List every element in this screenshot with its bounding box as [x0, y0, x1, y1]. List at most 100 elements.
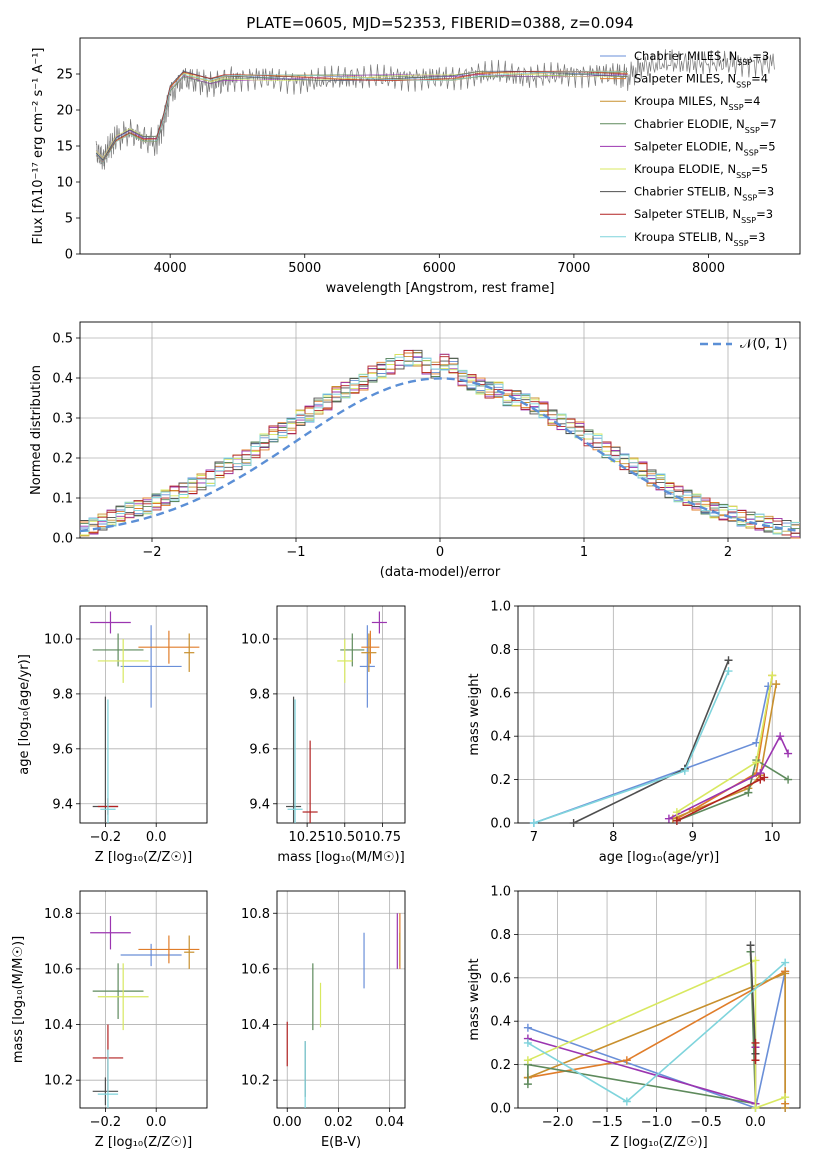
y-tick-label: 10.4 [241, 1018, 270, 1033]
weight-marker [523, 1023, 532, 1032]
x-tick-label: 8000 [692, 261, 725, 276]
x-tick-label: −1.5 [591, 1115, 623, 1130]
weight-marker [751, 956, 760, 965]
y-tick-label: 9.4 [52, 797, 73, 812]
x-tick-label: −0.5 [690, 1115, 722, 1130]
y-tick-label: 10 [56, 176, 73, 191]
x-tick-label: 4000 [154, 261, 187, 276]
weight-marker [724, 656, 733, 665]
weight-line [672, 683, 777, 820]
x-tick-label: 0.0 [745, 1115, 766, 1130]
y-tick-label: 10.4 [44, 1018, 73, 1033]
legend-label: Kroupa MILES, NSSP=4 [634, 94, 760, 112]
y-tick-label: 0 [65, 248, 73, 263]
legend-label: 𝒩(0, 1) [740, 337, 787, 352]
points [286, 913, 401, 1108]
y-tick-label: 0.2 [490, 773, 511, 788]
y-tick-label: 0.8 [490, 643, 511, 658]
weight-marker [746, 941, 755, 950]
observed-spectrum [95, 49, 775, 170]
x-axis-label: (data-model)/error [380, 565, 501, 580]
y-tick-label: 10.6 [241, 962, 270, 977]
weight-line [749, 945, 757, 1054]
x-axis-label: wavelength [Angstrom, rest frame] [326, 281, 555, 296]
weight-marker [724, 667, 733, 676]
y-axis-label: Flux [fλ10⁻¹⁷ erg cm⁻² s⁻¹ A⁻¹] [31, 48, 46, 245]
y-tick-label: 0.2 [490, 1058, 511, 1073]
x-tick-label: 1 [580, 545, 588, 560]
model-spectrum [95, 73, 628, 159]
panel-age_vs_mass: 10.25 10.50 10.75 9.4 9.6 9.8 10.0 mass [log₁₀(… [241, 605, 406, 865]
residual-histogram [80, 349, 800, 536]
legend-label: Chabrier ELODIE, NSSP=7 [634, 117, 777, 135]
plot-frame [517, 890, 801, 1109]
weight-line [527, 959, 786, 1110]
y-tick-label: 10.6 [44, 962, 73, 977]
plot-frame [79, 605, 208, 824]
x-tick-label: −2.0 [542, 1115, 574, 1130]
x-tick-label: 9 [689, 830, 697, 845]
plot-frame [276, 890, 406, 1109]
model-spectrum [95, 71, 628, 161]
weight-line [668, 734, 789, 820]
y-axis-label: Normed distribution [29, 365, 44, 495]
y-tick-label: 0.6 [490, 971, 511, 986]
weight-marker [776, 732, 785, 741]
x-tick-label: −0.2 [90, 830, 122, 845]
plot-frame [79, 321, 801, 539]
weight-marker [664, 814, 673, 823]
residual-histograms [79, 349, 801, 539]
weight-marker [752, 758, 761, 767]
weight-marker [772, 680, 781, 689]
weight-marker [781, 969, 790, 978]
y-axis-label: mass [log₁₀(M/M☉)] [11, 936, 26, 1063]
figure-title: PLATE=0605, MJD=52353, FIBERID=0388, z=0… [246, 14, 633, 32]
panel-mass_weight_vs_Z: −2.0 −1.5 −1.0 −0.5 0.0 0.0 0.2 0.4 0.6 0.8 1.0 Z [… [467, 885, 801, 1150]
plot-frame [276, 605, 406, 824]
y-tick-label: 15 [56, 140, 73, 155]
legend-label: Chabrier MILES, NSSP=3 [634, 49, 769, 67]
points [90, 916, 200, 1108]
x-tick-label: 10.75 [364, 830, 401, 845]
y-tick-label: 0.1 [52, 492, 73, 507]
y-tick-label: 0.4 [490, 730, 511, 745]
y-axis-label: mass weight [467, 673, 482, 755]
weight-marker [680, 766, 689, 775]
x-tick-label: 8 [609, 830, 617, 845]
x-tick-label: 7 [530, 830, 538, 845]
weight-marker [622, 1097, 631, 1106]
legend-label: Chabrier STELIB, NSSP=3 [634, 185, 774, 203]
weight-marker [529, 819, 538, 827]
y-tick-label: 0.8 [490, 928, 511, 943]
weight-series [523, 941, 790, 1112]
x-tick-label: 0.0 [146, 1115, 167, 1130]
y-tick-label: 9.8 [249, 687, 270, 702]
y-tick-label: 9.6 [52, 742, 73, 757]
weight-line [527, 951, 757, 1105]
x-tick-label: 6000 [423, 261, 456, 276]
weight-marker [672, 816, 681, 825]
weight-marker [744, 788, 753, 797]
residual-histogram [80, 356, 800, 535]
legend-label: Salpeter STELIB, NSSP=3 [634, 207, 773, 225]
y-tick-label: 20 [56, 104, 73, 119]
y-axis-label: mass weight [467, 958, 482, 1040]
weight-marker [523, 1056, 532, 1065]
y-tick-label: 10.2 [44, 1074, 73, 1089]
weight-marker [781, 1093, 790, 1102]
panel-age_vs_Z: −0.2 0.0 9.4 9.6 9.8 10.0 Z [log₁₀(Z/Z☉)] age [… [17, 605, 208, 865]
weight-marker [781, 958, 790, 967]
spectrum-lines [95, 49, 775, 170]
y-tick-label: 0.2 [52, 452, 73, 467]
y-tick-label: 0.0 [490, 1102, 511, 1117]
plot-frame [517, 605, 801, 824]
points [90, 611, 200, 823]
legend-label: Kroupa ELODIE, NSSP=5 [634, 162, 768, 180]
y-tick-label: 5 [65, 212, 73, 227]
y-tick-label: 10.8 [241, 907, 270, 922]
weight-marker [523, 1080, 532, 1089]
x-tick-label: 10 [764, 830, 781, 845]
weight-marker [752, 738, 761, 747]
x-tick-label: 10.50 [326, 830, 363, 845]
